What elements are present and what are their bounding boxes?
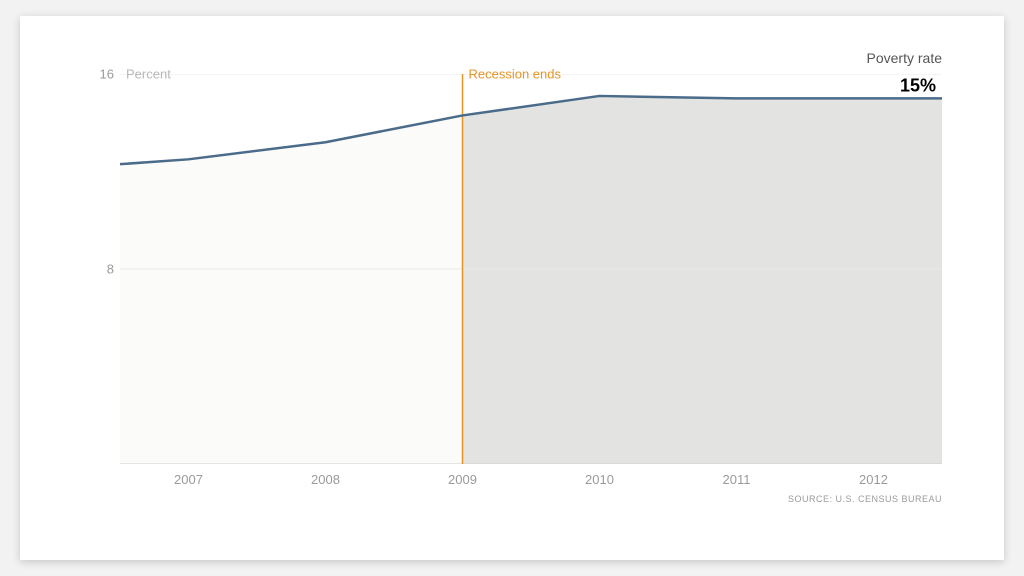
chart-svg: [120, 74, 942, 464]
x-tick-label: 2007: [174, 472, 203, 487]
source-name: U.S. Census Bureau: [835, 494, 942, 504]
chart-card: 8 16 2007 2008 2009 2010 2011 2012 Percent Recess…: [20, 16, 1004, 560]
source-prefix: SOURCE:: [788, 494, 836, 504]
y-tick-label: 16: [100, 67, 114, 82]
x-tick-label: 2011: [723, 472, 751, 487]
x-tick-label: 2008: [311, 472, 340, 487]
area-pre-recession: [120, 115, 463, 464]
x-tick-label: 2012: [859, 472, 888, 487]
series-endpoint-value: 15%: [900, 76, 936, 97]
recession-label: Recession ends: [469, 67, 562, 82]
x-tick-label: 2010: [585, 472, 614, 487]
chart-plot-area: 816200720082009201020112012PercentRecess…: [120, 74, 942, 464]
y-axis-unit-label: Percent: [126, 67, 171, 82]
source-attribution: SOURCE: U.S. Census Bureau: [788, 494, 942, 504]
y-tick-label: 8: [107, 262, 114, 277]
area-post-recession: [463, 96, 943, 464]
x-tick-label: 2009: [448, 472, 477, 487]
series-title: Poverty rate: [867, 50, 942, 66]
